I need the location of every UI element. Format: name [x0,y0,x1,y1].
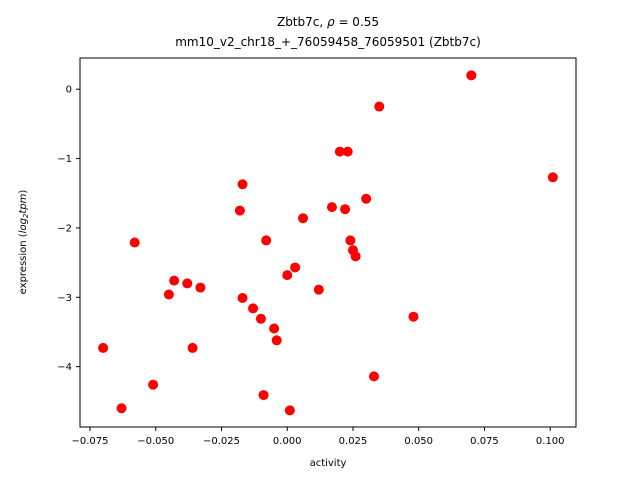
x-axis: −0.075 −0.050 −0.025 0.000 0.025 0.050 0.075 0.… [71,427,565,447]
x-tick-label: 0.100 [536,436,565,447]
x-tick-label: 0.075 [470,436,499,447]
scatter-point [284,405,295,416]
y-tick-label: −1 [57,154,72,165]
scatter-point [271,335,282,346]
y-tick-label: −2 [57,223,72,234]
y-label-tpm: tpm [18,193,29,213]
chart-title-prefix: Zbtb7c, [277,15,327,29]
scatter-point [98,342,109,353]
scatter-point [361,193,372,204]
scatter-point [342,146,353,157]
scatter-point [334,146,345,157]
scatter-point [258,390,269,401]
x-tick-label: −0.075 [71,436,108,447]
chart-subtitle: mm10_v2_chr18_+_76059458_76059501 (Zbtb7… [175,35,481,49]
scatter-point [290,262,301,273]
chart-title: Zbtb7c, ρ = 0.55 [277,15,379,29]
scatter-point [345,235,356,246]
x-axis-label: activity [310,458,347,469]
scatter-point [148,379,159,390]
points-layer [98,70,558,416]
y-tick-label: −4 [57,362,72,373]
scatter-point [326,202,337,213]
scatter-point [237,179,248,190]
scatter-point [269,323,280,334]
scatter-point [116,403,127,414]
scatter-point [350,251,361,262]
x-tick-label: −0.025 [203,436,240,447]
y-label-suffix: ) [18,190,29,194]
chart-title-suffix: = 0.55 [335,15,379,29]
rho-symbol: ρ [327,15,335,29]
scatter-point [234,205,245,216]
scatter-point [129,237,140,248]
x-tick-label: 0.025 [339,436,368,447]
scatter-point [187,342,198,353]
scatter-point [255,313,266,324]
scatter-point [163,289,174,300]
scatter-point [261,235,272,246]
y-tick-label: −3 [57,293,72,304]
scatter-point [248,303,259,314]
y-axis: 0 −1 −2 −3 −4 [57,85,80,373]
scatter-point [340,204,351,215]
scatter-point [547,172,558,183]
y-label-log: log [18,218,29,233]
scatter-point [466,70,477,81]
y-label-sub: 2 [22,213,30,218]
scatter-point [237,292,248,303]
y-tick-label: 0 [66,85,72,96]
scatter-point [374,101,385,112]
y-label-prefix: expression ( [18,233,29,294]
scatter-point [298,213,309,224]
scatter-point [408,311,419,322]
scatter-point [182,278,193,289]
scatter-point [195,282,206,293]
plot-area-border [79,57,577,428]
x-tick-label: −0.050 [137,436,174,447]
scatter-point [169,275,180,286]
x-tick-label: 0.050 [404,436,433,447]
x-tick-label: 0.000 [273,436,302,447]
scatter-point [369,371,380,382]
scatter-point [313,284,324,295]
scatter-point [282,270,293,281]
y-axis-label: expression (log2tpm) [18,190,30,295]
